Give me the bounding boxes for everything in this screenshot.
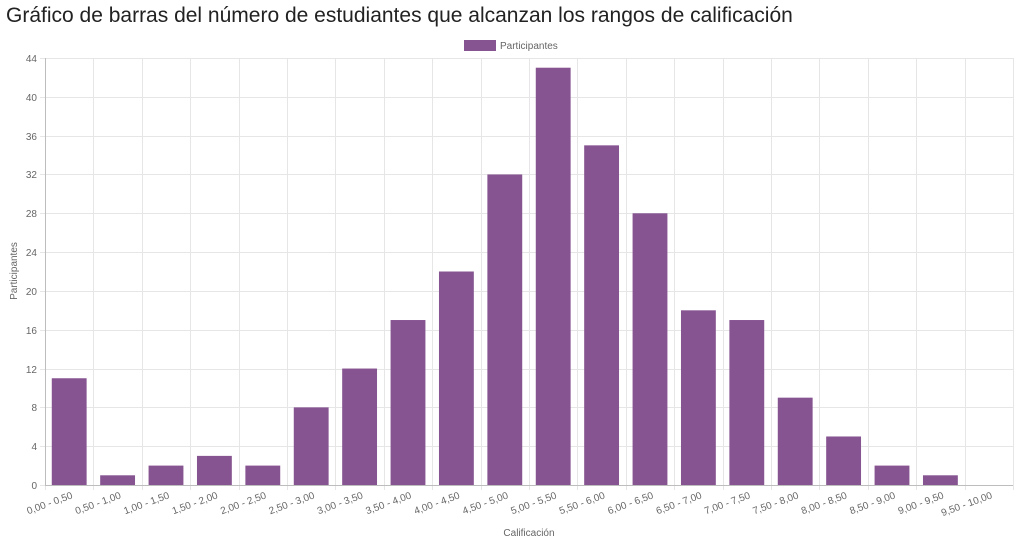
y-tick-label: 20	[26, 287, 38, 298]
bar[interactable]	[584, 145, 620, 485]
legend[interactable]: Participantes	[464, 40, 558, 52]
x-tick-label: 5,50 - 6,00	[558, 490, 607, 517]
x-tick-labels: 0,00 - 0,50 0,50 - 1,00 1,00 - 1,50 1,50 - …	[26, 490, 995, 519]
y-tick-label: 44	[26, 54, 38, 65]
grid-lines	[40, 58, 1014, 490]
x-tick-label: 9,50 - 10,00	[940, 490, 994, 519]
bar[interactable]	[438, 271, 474, 486]
y-tick-label: 28	[26, 209, 38, 220]
x-tick-label: 3,00 - 3,50	[316, 490, 365, 517]
x-tick-label: 6,00 - 6,50	[606, 490, 655, 517]
x-axis-title: Calificación	[503, 528, 554, 539]
x-tick-label: 5,00 - 5,50	[510, 490, 559, 517]
bar[interactable]	[390, 320, 426, 485]
y-tick-label: 16	[26, 326, 38, 337]
y-tick-label: 40	[26, 93, 38, 104]
y-axis-title: Participantes	[9, 242, 20, 300]
y-tick-labels: 0 4 8 12 16 20 24 28 32 36 40 44	[26, 54, 38, 492]
bar[interactable]	[874, 465, 910, 485]
bar[interactable]	[826, 436, 862, 485]
bar[interactable]	[245, 465, 281, 485]
bar[interactable]	[680, 310, 716, 485]
x-tick-label: 2,00 - 2,50	[219, 490, 268, 517]
x-tick-label: 8,00 - 8,50	[800, 490, 849, 517]
x-tick-label: 3,50 - 4,00	[364, 490, 413, 517]
bar[interactable]	[100, 475, 136, 485]
x-tick-label: 4,00 - 4,50	[413, 490, 462, 517]
x-tick-label: 2,50 - 3,00	[268, 490, 317, 517]
x-tick-label: 4,50 - 5,00	[461, 490, 510, 517]
bar[interactable]	[535, 67, 571, 486]
x-tick-label: 7,50 - 8,00	[752, 490, 801, 517]
bar[interactable]	[777, 397, 813, 485]
x-tick-label: 1,00 - 1,50	[122, 490, 171, 517]
bar[interactable]	[729, 320, 765, 485]
x-tick-label: 8,50 - 9,00	[848, 490, 897, 517]
x-tick-label: 7,00 - 7,50	[703, 490, 752, 517]
bar[interactable]	[148, 465, 184, 485]
bar[interactable]	[293, 407, 329, 485]
y-tick-label: 12	[26, 365, 38, 376]
bar[interactable]	[196, 455, 232, 485]
x-tick-label: 6,50 - 7,00	[655, 490, 704, 517]
y-tick-label: 36	[26, 132, 38, 143]
y-tick-label: 4	[31, 442, 37, 453]
y-tick-label: 0	[31, 481, 37, 492]
x-tick-label: 9,00 - 9,50	[897, 490, 946, 517]
bar[interactable]	[487, 174, 523, 486]
bar[interactable]	[922, 475, 958, 485]
legend-label[interactable]: Participantes	[500, 41, 558, 52]
axes	[45, 58, 1013, 486]
page-title: Gráfico de barras del número de estudian…	[6, 4, 793, 27]
x-tick-label: 0,00 - 0,50	[26, 490, 75, 517]
y-tick-label: 32	[26, 170, 38, 181]
y-tick-label: 24	[26, 248, 38, 259]
bar[interactable]	[51, 378, 87, 485]
bar[interactable]	[342, 368, 378, 485]
x-tick-label: 1,50 - 2,00	[171, 490, 220, 517]
bars	[51, 67, 958, 486]
y-tick-label: 8	[31, 403, 37, 414]
bar[interactable]	[632, 213, 668, 486]
legend-swatch[interactable]	[464, 40, 496, 51]
x-tick-label: 0,50 - 1,00	[74, 490, 123, 517]
